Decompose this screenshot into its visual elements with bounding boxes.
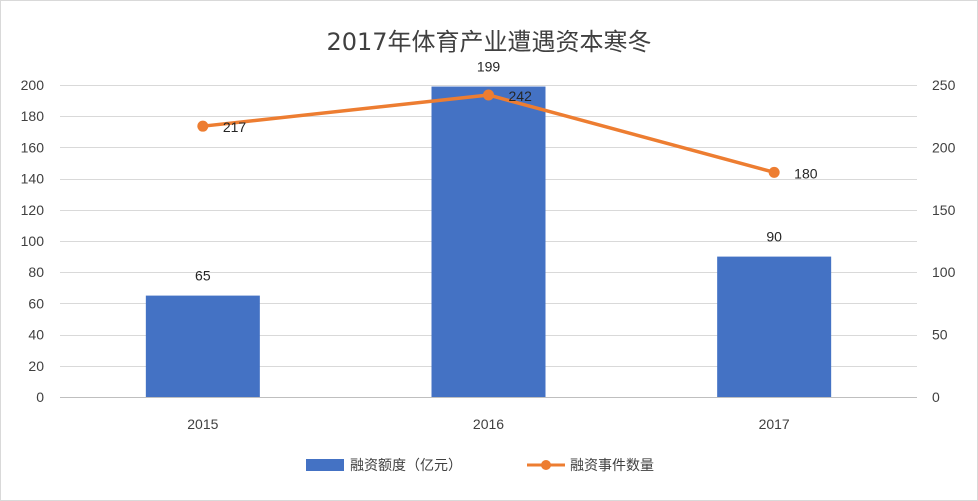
- bar-data-label: 199: [477, 59, 501, 75]
- legend-line-marker: [541, 460, 551, 470]
- left-axis-tick-label: 200: [21, 77, 45, 93]
- line-point: [197, 120, 209, 132]
- left-axis: 0 20 40 60 80 100 120 140 160 180 200: [21, 77, 45, 405]
- left-axis-tick-label: 140: [21, 171, 45, 187]
- bar-data-label: 65: [195, 268, 211, 284]
- left-axis-tick-label: 100: [21, 233, 45, 249]
- bar-series: 65 199 90: [145, 59, 832, 397]
- left-axis-tick-label: 0: [36, 389, 44, 405]
- bar: [717, 256, 832, 397]
- right-axis-tick-label: 50: [932, 327, 948, 343]
- x-axis-tick-label: 2015: [187, 416, 218, 432]
- legend-bar-label: 融资额度（亿元）: [350, 458, 462, 474]
- bar: [431, 86, 546, 397]
- line-data-label: 217: [223, 119, 247, 135]
- right-axis-tick-label: 100: [932, 264, 956, 280]
- left-axis-tick-label: 80: [28, 264, 44, 280]
- x-axis-tick-label: 2016: [473, 416, 504, 432]
- left-axis-tick-label: 160: [21, 139, 45, 155]
- right-axis-tick-label: 200: [932, 139, 956, 155]
- left-axis-tick-label: 60: [28, 295, 44, 311]
- line-point: [768, 166, 780, 178]
- left-axis-tick-label: 180: [21, 108, 45, 124]
- line-data-label: 180: [794, 165, 818, 181]
- right-axis-tick-label: 250: [932, 77, 956, 93]
- legend-line-label: 融资事件数量: [570, 458, 654, 474]
- right-axis-tick-label: 150: [932, 202, 956, 218]
- line-data-label: 242: [509, 88, 533, 104]
- chart-title: 2017年体育产业遭遇资本寒冬: [326, 28, 651, 56]
- x-axis-tick-label: 2017: [759, 416, 790, 432]
- legend-bar-swatch: [306, 459, 344, 471]
- bar: [145, 295, 260, 397]
- left-axis-tick-label: 20: [28, 358, 44, 374]
- line-point: [483, 89, 494, 101]
- right-axis-tick-label: 0: [932, 389, 940, 405]
- left-axis-tick-label: 120: [21, 202, 45, 218]
- line-series: 217 242 180: [197, 88, 818, 181]
- bar-data-label: 90: [766, 229, 782, 245]
- legend: 融资额度（亿元） 融资事件数量: [306, 458, 654, 474]
- right-axis: 0 50 100 150 200 250: [932, 77, 956, 405]
- x-axis: 2015 2016 2017: [60, 397, 917, 432]
- left-axis-tick-label: 40: [28, 327, 44, 343]
